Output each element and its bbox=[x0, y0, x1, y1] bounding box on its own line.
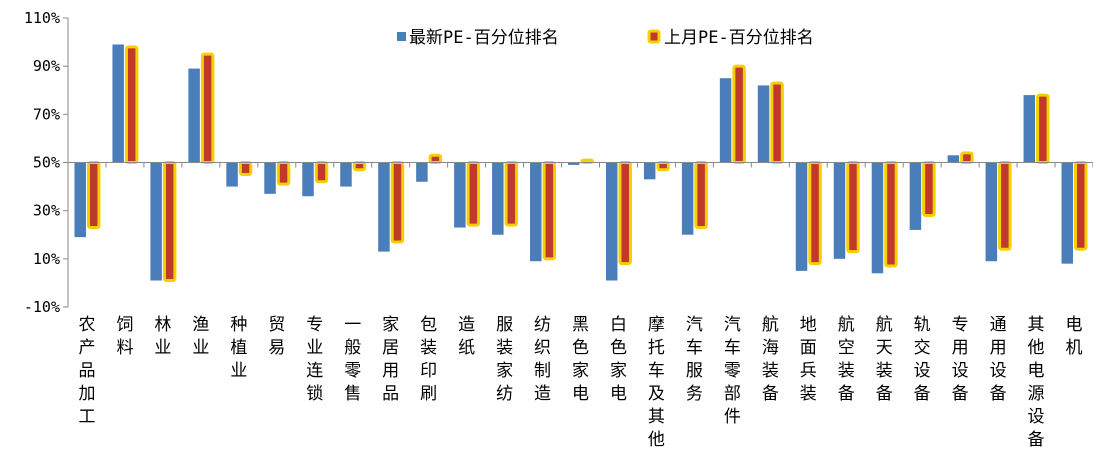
bar-latest bbox=[795, 162, 808, 271]
bar-latest bbox=[681, 162, 694, 235]
bar-last-month bbox=[1074, 161, 1088, 251]
bar-last-month bbox=[86, 161, 101, 230]
y-tick-label: 70% bbox=[33, 105, 60, 123]
category-label: 其他电源设备 bbox=[1028, 315, 1045, 450]
bar-latest bbox=[833, 162, 846, 259]
category-label: 航海装备 bbox=[762, 315, 779, 404]
y-tick-label: 90% bbox=[33, 57, 60, 75]
bar-latest bbox=[985, 162, 998, 262]
legend-swatch-last-month bbox=[647, 29, 661, 44]
category-label: 林业 bbox=[154, 315, 171, 358]
category-label: 家居用品 bbox=[382, 315, 399, 404]
legend-label-latest: 最新PE-百分位排名 bbox=[409, 28, 559, 48]
bar-last-month bbox=[884, 161, 898, 268]
bar-last-month bbox=[694, 161, 708, 230]
bar-latest bbox=[492, 162, 504, 235]
category-label: 通用设备 bbox=[990, 315, 1007, 404]
bar-latest bbox=[112, 44, 124, 163]
bar-last-month bbox=[770, 81, 784, 164]
bar-latest bbox=[757, 85, 770, 163]
bar-last-month bbox=[314, 161, 329, 184]
category-label: 服装家纺 bbox=[496, 315, 513, 404]
bar-latest bbox=[150, 162, 162, 281]
bar-last-month bbox=[238, 161, 253, 177]
bar-last-month bbox=[276, 161, 291, 186]
bar-latest bbox=[454, 162, 466, 228]
category-label: 专用设备 bbox=[952, 315, 969, 404]
bar-last-month bbox=[846, 161, 860, 254]
bar-last-month bbox=[162, 161, 177, 283]
y-tick-label: 30% bbox=[33, 202, 60, 220]
category-label: 渔业 bbox=[192, 315, 209, 358]
bar-last-month bbox=[998, 161, 1012, 251]
category-label: 种植业 bbox=[230, 315, 247, 381]
bar-last-month bbox=[466, 161, 481, 227]
bar-last-month bbox=[922, 161, 936, 217]
bar-last-month bbox=[732, 64, 746, 164]
bar-latest bbox=[188, 68, 200, 163]
category-label: 包装印刷 bbox=[420, 315, 437, 404]
category-label: 汽车零部件 bbox=[724, 315, 741, 427]
bar-latest bbox=[264, 162, 276, 194]
bar-last-month bbox=[504, 161, 519, 227]
category-label: 摩托车及其他 bbox=[648, 315, 665, 450]
bar-latest bbox=[909, 162, 922, 230]
bar-last-month bbox=[542, 161, 557, 261]
bar-last-month bbox=[200, 52, 215, 164]
category-label: 饲料 bbox=[116, 315, 133, 358]
category-label: 航天装备 bbox=[876, 315, 893, 404]
bar-latest bbox=[74, 162, 86, 238]
bar-latest bbox=[719, 78, 732, 163]
bar-latest bbox=[1061, 162, 1074, 264]
bar-last-month bbox=[352, 161, 367, 172]
bar-last-month bbox=[960, 151, 974, 165]
category-label: 专业连锁 bbox=[306, 315, 323, 404]
category-label: 黑色家电 bbox=[572, 315, 589, 404]
bar-latest bbox=[605, 162, 618, 281]
category-label: 纺织制造 bbox=[534, 315, 551, 404]
category-label: 一般零售 bbox=[344, 315, 361, 404]
bar-last-month bbox=[428, 153, 443, 164]
category-label: 航空装备 bbox=[838, 315, 855, 404]
bar-latest bbox=[378, 162, 390, 252]
bar-latest bbox=[871, 162, 884, 274]
category-label: 地面兵装 bbox=[800, 315, 817, 404]
category-label: 电机 bbox=[1066, 315, 1083, 358]
bar-last-month bbox=[124, 45, 139, 164]
legend-swatch-latest bbox=[397, 32, 406, 41]
bar-latest bbox=[340, 162, 352, 187]
legend-label-last-month: 上月PE-百分位排名 bbox=[664, 28, 814, 48]
bar-latest bbox=[568, 162, 580, 165]
bar-latest bbox=[530, 162, 542, 262]
bar-latest bbox=[302, 162, 314, 197]
bar-latest bbox=[947, 155, 960, 163]
bar-latest bbox=[1023, 95, 1036, 163]
bar-last-month bbox=[1036, 93, 1050, 164]
category-label: 白色家电 bbox=[610, 315, 627, 404]
bar-latest bbox=[416, 162, 428, 182]
bar-last-month bbox=[808, 161, 822, 266]
category-label: 轨交设备 bbox=[914, 315, 931, 404]
bar-last-month bbox=[618, 161, 632, 266]
bar-last-month bbox=[390, 161, 405, 244]
y-tick-label: 50% bbox=[33, 154, 60, 172]
bar-latest bbox=[643, 162, 656, 180]
category-label: 造纸 bbox=[458, 315, 475, 358]
bar-latest bbox=[226, 162, 238, 187]
bar-last-month bbox=[656, 161, 670, 172]
category-label: 汽车服务 bbox=[686, 315, 703, 404]
y-tick-label: 10% bbox=[33, 250, 60, 268]
y-tick-label: 110% bbox=[24, 9, 60, 27]
y-tick-label: -10% bbox=[24, 298, 60, 316]
category-label: 贸易 bbox=[268, 315, 285, 358]
category-label: 农产品加工 bbox=[78, 315, 95, 427]
